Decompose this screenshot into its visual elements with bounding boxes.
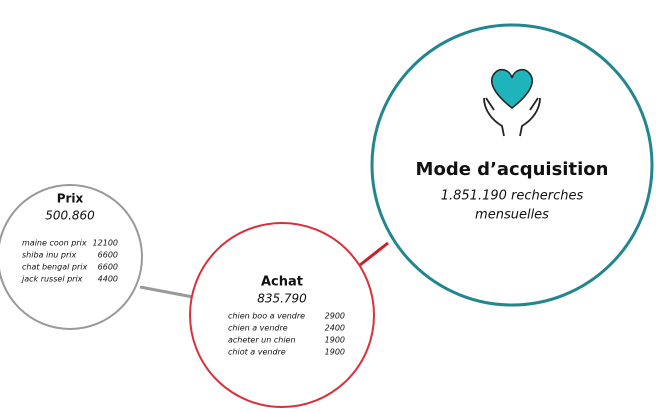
keyword: jack russel prix [21,275,83,284]
keyword-volume: 1900 [325,336,345,345]
keyword-volume: 2900 [325,312,345,321]
hub-subtitle: mensuelles [475,208,549,223]
node-total: 500.860 [45,209,95,223]
node-title: Prix [57,192,84,206]
node-circle [0,184,143,330]
keyword-volume: 6600 [98,263,118,272]
hub-title: Mode d’acquisition [416,159,609,180]
node-total: 835.790 [257,292,307,306]
node-circle [189,222,375,408]
keyword: chien a vendre [228,324,288,333]
connector [359,241,389,267]
keyword: acheter un chien [228,336,296,345]
connector [139,285,194,299]
keyword-volume: 1900 [325,348,345,357]
keyword-volume: 4400 [98,275,118,284]
keyword: maine coon prix [22,239,87,248]
keyword-volume: 6600 [98,251,118,260]
heart-hands-icon [483,68,541,137]
hub-circle [370,23,654,307]
keyword-volume: 2400 [325,324,345,333]
keyword-volume: 12100 [93,239,118,248]
node-title: Achat [261,275,303,290]
keyword: chiot a vendre [228,348,286,357]
hub-subtitle: 1.851.190 recherches [441,189,584,204]
keyword: shiba inu prix [22,251,76,260]
keyword: chien boo a vendre [228,312,305,321]
keyword: chat bengal prix [22,263,87,272]
